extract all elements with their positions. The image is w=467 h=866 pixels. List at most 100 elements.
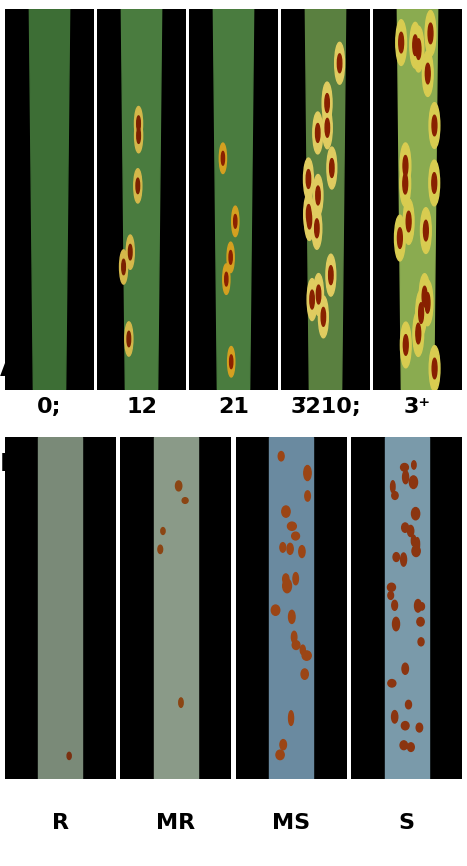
- Ellipse shape: [403, 470, 409, 484]
- Circle shape: [314, 274, 324, 315]
- Ellipse shape: [388, 680, 396, 687]
- Ellipse shape: [278, 451, 284, 461]
- Circle shape: [416, 323, 421, 344]
- Text: MR: MR: [156, 812, 195, 833]
- Ellipse shape: [393, 617, 400, 630]
- Circle shape: [316, 186, 320, 205]
- Ellipse shape: [289, 711, 294, 726]
- Circle shape: [422, 51, 433, 96]
- Polygon shape: [269, 437, 313, 779]
- Circle shape: [397, 228, 402, 249]
- Polygon shape: [213, 9, 254, 390]
- Circle shape: [227, 346, 235, 377]
- Circle shape: [432, 359, 437, 378]
- Ellipse shape: [402, 523, 409, 533]
- Ellipse shape: [417, 617, 424, 626]
- Circle shape: [322, 107, 332, 149]
- Circle shape: [306, 204, 311, 223]
- Circle shape: [406, 211, 411, 232]
- Ellipse shape: [400, 740, 408, 750]
- Ellipse shape: [300, 645, 305, 655]
- Circle shape: [316, 124, 320, 142]
- Circle shape: [329, 266, 333, 285]
- Circle shape: [416, 290, 426, 336]
- Circle shape: [429, 160, 439, 206]
- Circle shape: [230, 355, 233, 369]
- Circle shape: [403, 198, 414, 244]
- Circle shape: [125, 322, 133, 356]
- Ellipse shape: [405, 701, 411, 708]
- Circle shape: [400, 322, 411, 368]
- Ellipse shape: [299, 546, 305, 558]
- Polygon shape: [121, 9, 162, 390]
- Circle shape: [227, 242, 234, 273]
- Ellipse shape: [301, 669, 308, 679]
- Ellipse shape: [292, 532, 299, 540]
- Circle shape: [310, 290, 314, 309]
- Polygon shape: [305, 9, 346, 390]
- Ellipse shape: [291, 631, 297, 643]
- Text: B: B: [0, 452, 19, 476]
- Ellipse shape: [392, 600, 397, 611]
- Circle shape: [232, 206, 239, 236]
- Circle shape: [432, 172, 437, 193]
- Circle shape: [321, 307, 325, 326]
- Ellipse shape: [415, 599, 421, 612]
- Ellipse shape: [418, 638, 424, 646]
- Circle shape: [122, 259, 125, 275]
- Circle shape: [428, 23, 433, 43]
- Ellipse shape: [390, 481, 395, 493]
- Ellipse shape: [415, 538, 419, 551]
- Circle shape: [396, 20, 407, 66]
- Ellipse shape: [282, 506, 290, 517]
- Circle shape: [429, 103, 440, 148]
- Text: 21: 21: [218, 397, 249, 417]
- Ellipse shape: [388, 591, 394, 599]
- Polygon shape: [397, 9, 438, 390]
- Ellipse shape: [280, 740, 286, 750]
- Circle shape: [307, 279, 317, 320]
- Circle shape: [403, 334, 408, 355]
- Text: R: R: [52, 812, 69, 833]
- Polygon shape: [385, 437, 429, 779]
- Circle shape: [429, 346, 440, 391]
- Circle shape: [126, 235, 134, 269]
- Circle shape: [403, 156, 408, 176]
- Ellipse shape: [283, 574, 289, 584]
- Circle shape: [221, 152, 225, 165]
- Ellipse shape: [288, 522, 297, 530]
- Ellipse shape: [393, 553, 399, 561]
- Circle shape: [313, 112, 323, 154]
- Circle shape: [306, 170, 311, 189]
- Circle shape: [420, 208, 431, 254]
- Circle shape: [136, 178, 140, 194]
- Ellipse shape: [305, 491, 311, 501]
- Circle shape: [413, 311, 424, 357]
- Ellipse shape: [287, 543, 293, 554]
- Circle shape: [432, 115, 437, 136]
- Circle shape: [410, 23, 421, 68]
- Ellipse shape: [271, 605, 280, 616]
- Text: 3⁺: 3⁺: [404, 397, 431, 417]
- Circle shape: [304, 198, 314, 241]
- Circle shape: [424, 220, 428, 241]
- Polygon shape: [38, 437, 82, 779]
- Ellipse shape: [176, 481, 182, 491]
- Circle shape: [315, 219, 319, 238]
- Circle shape: [313, 175, 323, 216]
- Ellipse shape: [401, 553, 407, 566]
- Circle shape: [137, 116, 141, 132]
- Circle shape: [425, 10, 436, 56]
- Ellipse shape: [411, 461, 416, 469]
- Circle shape: [128, 244, 132, 260]
- Ellipse shape: [276, 750, 284, 759]
- Circle shape: [422, 287, 427, 307]
- Circle shape: [416, 39, 421, 60]
- Ellipse shape: [293, 572, 298, 585]
- Circle shape: [403, 173, 408, 194]
- Ellipse shape: [292, 641, 300, 650]
- Ellipse shape: [392, 492, 398, 500]
- Circle shape: [399, 32, 403, 53]
- Circle shape: [419, 274, 430, 320]
- Circle shape: [134, 169, 142, 203]
